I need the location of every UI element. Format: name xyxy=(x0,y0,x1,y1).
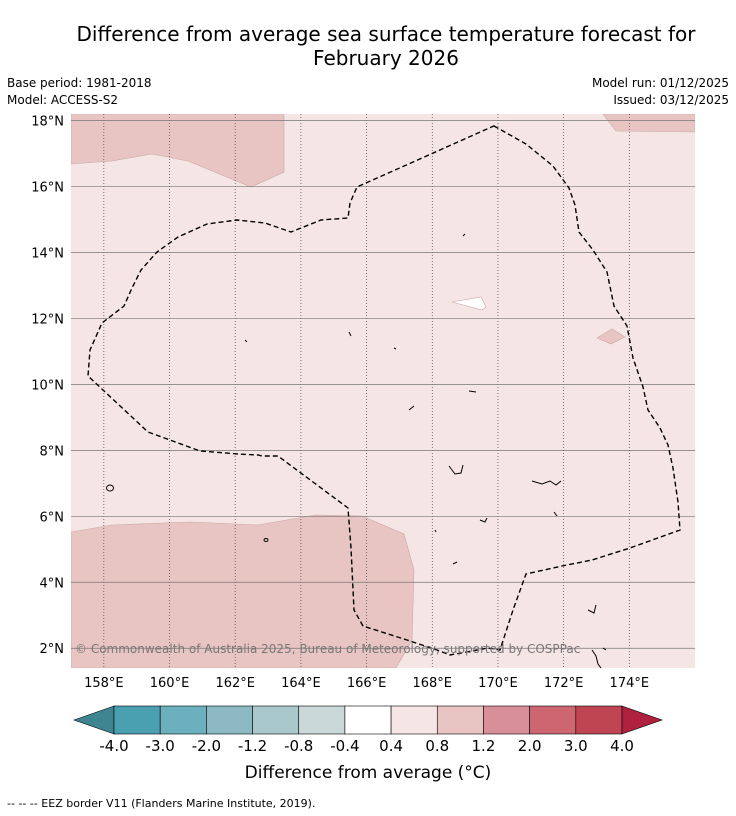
longitude-tick-label: 164°E xyxy=(281,676,321,691)
colorbar-extend-low xyxy=(73,705,115,735)
title-line-2: February 2026 xyxy=(313,46,459,70)
colorbar-segment xyxy=(159,705,207,735)
island xyxy=(244,339,248,343)
anomaly-regions xyxy=(71,114,695,668)
latitude-tick-label: 10°N xyxy=(31,378,64,393)
longitude-tick-label: 158°E xyxy=(84,676,124,691)
island xyxy=(348,331,352,337)
island xyxy=(408,405,415,411)
colorbar-segment xyxy=(436,705,484,735)
colorbar-tick-label: 0.8 xyxy=(425,737,449,755)
region-north-east xyxy=(602,114,695,133)
colorbar-tick-label: 4.0 xyxy=(610,737,634,755)
longitude-tick-label: 170°E xyxy=(478,676,518,691)
meta-right: Model run: 01/12/2025 Issued: 03/12/2025 xyxy=(592,75,729,109)
island xyxy=(106,484,114,492)
latitude-tick-label: 14°N xyxy=(31,247,64,262)
colorbar-tick-label: -4.0 xyxy=(99,737,128,755)
region-south-west xyxy=(71,514,415,668)
colorbar-tick-label: 0.4 xyxy=(379,737,403,755)
eez-border xyxy=(87,124,681,656)
longitude-tick-label: 166°E xyxy=(347,676,387,691)
island xyxy=(587,604,597,614)
latitude-tick-label: 12°N xyxy=(31,312,64,327)
island xyxy=(602,647,607,651)
longitude-tick-label: 162°E xyxy=(215,676,255,691)
model-run-text: Model run: 01/12/2025 xyxy=(591,76,729,90)
latitude-tick-label: 6°N xyxy=(40,510,65,525)
colorbar-segment xyxy=(483,705,530,735)
colorbar-segment xyxy=(575,705,623,735)
colorbar-title: Difference from average (°C) xyxy=(244,763,492,783)
longitude-tick-label: 174°E xyxy=(610,676,650,691)
colorbar-segment xyxy=(390,705,438,735)
island xyxy=(468,390,477,393)
colorbar-tick-label: 3.0 xyxy=(564,737,588,755)
colorbar-extend-high xyxy=(621,705,663,735)
longitude-tick-label: 168°E xyxy=(412,676,452,691)
island xyxy=(531,480,562,486)
latitude-tick-label: 4°N xyxy=(40,576,65,591)
island xyxy=(452,561,458,565)
island xyxy=(434,529,437,533)
copyright-text: © Commonwealth of Australia 2025, Bureau… xyxy=(75,642,580,656)
region-north-west xyxy=(71,114,285,188)
island xyxy=(553,511,558,517)
colorbar-tick-label: 1.2 xyxy=(472,737,496,755)
latitude-labels: 2°N 4°N 6°N 8°N 10°N 12°N 14°N 16°N 18°N xyxy=(31,115,64,658)
longitude-labels: 158°E 160°E 162°E 164°E 166°E 168°E 170°E 172°E… xyxy=(84,676,649,691)
base-period-text: Base period: 1981-2018 xyxy=(7,76,152,90)
island xyxy=(393,347,397,350)
colorbar-tick-label: -2.0 xyxy=(192,737,221,755)
colorbar-segment xyxy=(529,705,577,735)
colorbar-tick-label: -3.0 xyxy=(146,737,175,755)
latitude-tick-label: 18°N xyxy=(31,115,64,130)
colorbar-tick-label: 2.0 xyxy=(518,737,542,755)
meta-left: Base period: 1981-2018 Model: ACCESS-S2 xyxy=(7,75,152,109)
issued-text: Issued: 03/12/2025 xyxy=(613,93,729,107)
chart-title: Difference from average sea surface temp… xyxy=(0,22,736,70)
latitude-tick-label: 2°N xyxy=(40,642,65,657)
colorbar xyxy=(73,705,663,735)
colorbar-segment xyxy=(113,705,161,735)
colorbar-tick-label: -1.2 xyxy=(238,737,267,755)
island xyxy=(479,517,488,523)
longitude-tick-label: 172°E xyxy=(544,676,584,691)
colorbar-segment xyxy=(344,705,392,735)
island xyxy=(462,233,466,237)
model-text: Model: ACCESS-S2 xyxy=(7,93,119,107)
latitude-tick-label: 8°N xyxy=(40,444,65,459)
region-central-patch xyxy=(451,296,487,311)
colorbar-tick-label: -0.8 xyxy=(284,737,313,755)
island xyxy=(448,464,464,475)
island xyxy=(263,538,269,542)
colorbar-tick-label: -0.4 xyxy=(330,737,359,755)
latitude-tick-label: 16°N xyxy=(31,181,64,196)
colorbar-segment xyxy=(298,705,346,735)
title-line-1: Difference from average sea surface temp… xyxy=(76,22,696,46)
island-outlines xyxy=(106,233,607,669)
footer-note: -- -- -- EEZ border V11 (Flanders Marine… xyxy=(7,797,316,810)
colorbar-segment xyxy=(252,705,300,735)
colorbar-labels: -4.0 -3.0 -2.0 -1.2 -0.8 -0.4 0.4 0.8 1.2 2.0 3.0 4… xyxy=(99,737,634,755)
longitude-tick-label: 160°E xyxy=(150,676,190,691)
colorbar-segment xyxy=(206,705,253,735)
island xyxy=(591,649,602,669)
region-east-patch xyxy=(596,328,626,345)
